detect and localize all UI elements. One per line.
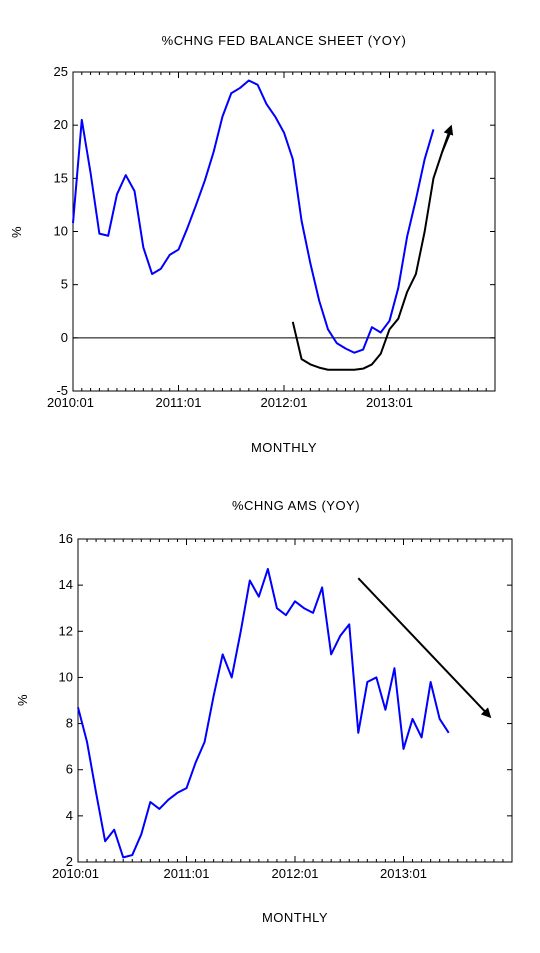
x-tick-label: 2013:01 [380,866,427,881]
y-tick-label: 14 [59,577,73,592]
chart-2-xlabel: MONTHLY [262,910,328,925]
y-tick-label: 10 [54,224,68,239]
x-tick-label: 2013:01 [366,395,413,410]
y-tick-label: -5 [56,383,68,398]
series-line-1 [77,567,450,859]
y-tick-label: 25 [54,64,68,79]
chart-2-y-axis: 2 4 6 8 10 12 14 16 [59,531,512,869]
series-line-1 [72,79,435,354]
trend-arrow-down [357,577,492,719]
y-tick-label: 2 [66,854,73,869]
chart-2-series [77,567,450,859]
series-line-2 [291,130,452,371]
x-tick-label: 2012:01 [261,395,308,410]
y-tick-label: 8 [66,716,73,731]
chart-1-x-axis: 2010:01 2011:01 2012:01 2013:01 [47,72,496,410]
y-tick-label: 15 [54,170,68,185]
y-tick-label: 5 [61,277,68,292]
chart-1-series [72,79,452,371]
y-tick-label: 16 [59,531,73,546]
x-tick-label: 2012:01 [272,866,319,881]
chart-2-ylabel: % [15,694,30,706]
chart-1-xlabel: MONTHLY [251,440,317,455]
x-tick-label: 2011:01 [155,395,201,410]
chart-1-ylabel: % [9,226,24,238]
y-tick-label: 4 [66,808,73,823]
x-tick-label: 2010:01 [52,866,99,881]
y-tick-label: 20 [54,117,68,132]
chart-1-title: %CHNG FED BALANCE SHEET (YOY) [162,33,407,48]
x-tick-label: 2011:01 [163,866,209,881]
chart-2-x-axis: 2010:01 2011:01 2012:01 2013:01 [52,539,513,881]
trend-arrow-up [441,124,454,153]
chart-1-plot-frame [72,71,496,392]
chart-2-annotation-arrow [357,577,492,719]
y-tick-label: 0 [61,330,68,345]
chart-fed-balance-sheet: %CHNG FED BALANCE SHEET (YOY) -505101520… [9,33,496,455]
chart-ams: %CHNG AMS (YOY) 2 4 6 8 10 12 14 16 2010:01 2011… [15,498,513,925]
chart-2-plot-frame [77,538,513,863]
chart-1-annotation-arrow [441,124,454,153]
y-tick-label: 6 [66,762,73,777]
chart-2-title: %CHNG AMS (YOY) [232,498,360,513]
y-tick-label: 10 [59,669,73,684]
y-tick-label: 12 [59,623,73,638]
x-tick-label: 2010:01 [47,395,94,410]
